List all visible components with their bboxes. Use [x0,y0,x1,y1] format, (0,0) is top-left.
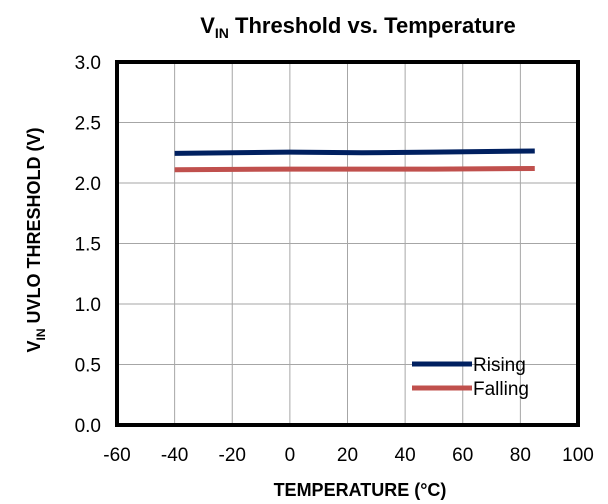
chart-title-rest: Threshold vs. Temperature [229,13,516,38]
y-tick-label: 0.0 [75,416,101,437]
x-tick-labels: -60 -40 -20 0 20 40 60 80 100 [103,445,594,466]
y-axis-label-main: V [24,340,44,352]
x-tick-label: 40 [395,445,416,466]
y-axis-label: VIN UVLO THRESHOLD (V) [24,127,48,352]
legend-label-falling: Falling [473,379,529,400]
y-tick-label: 2.5 [75,114,101,135]
chart-title: VIN Threshold vs. Temperature [200,13,516,41]
x-tick-label: -20 [219,445,246,466]
chart-title-main: V [200,13,215,38]
legend-label-rising: Rising [473,355,526,376]
x-tick-label: 80 [510,445,531,466]
x-tick-label: 0 [285,445,296,466]
legend: Rising Falling [412,355,529,400]
x-tick-label: 60 [452,445,473,466]
y-tick-label: 2.0 [75,174,101,195]
grid [117,62,578,425]
y-axis-label-rest: UVLO THRESHOLD (V) [24,127,44,328]
y-tick-labels: 0.0 0.5 1.0 1.5 2.0 2.5 3.0 [75,53,101,437]
series-group [174,148,535,173]
y-tick-label: 0.5 [75,356,101,377]
plot-frame [115,60,580,427]
chart-title-subscript: IN [215,25,229,41]
y-tick-label: 3.0 [75,53,101,74]
series-line-falling [174,165,535,173]
x-tick-label: -60 [103,445,130,466]
series-line-rising [174,148,535,156]
y-tick-label: 1.0 [75,295,101,316]
x-tick-label: 100 [562,445,594,466]
y-axis-label-subscript: IN [34,328,48,340]
x-tick-label: 20 [337,445,358,466]
y-tick-label: 1.5 [75,235,101,256]
x-axis-label: TEMPERATURE (°C) [274,480,447,500]
x-tick-label: -40 [161,445,188,466]
